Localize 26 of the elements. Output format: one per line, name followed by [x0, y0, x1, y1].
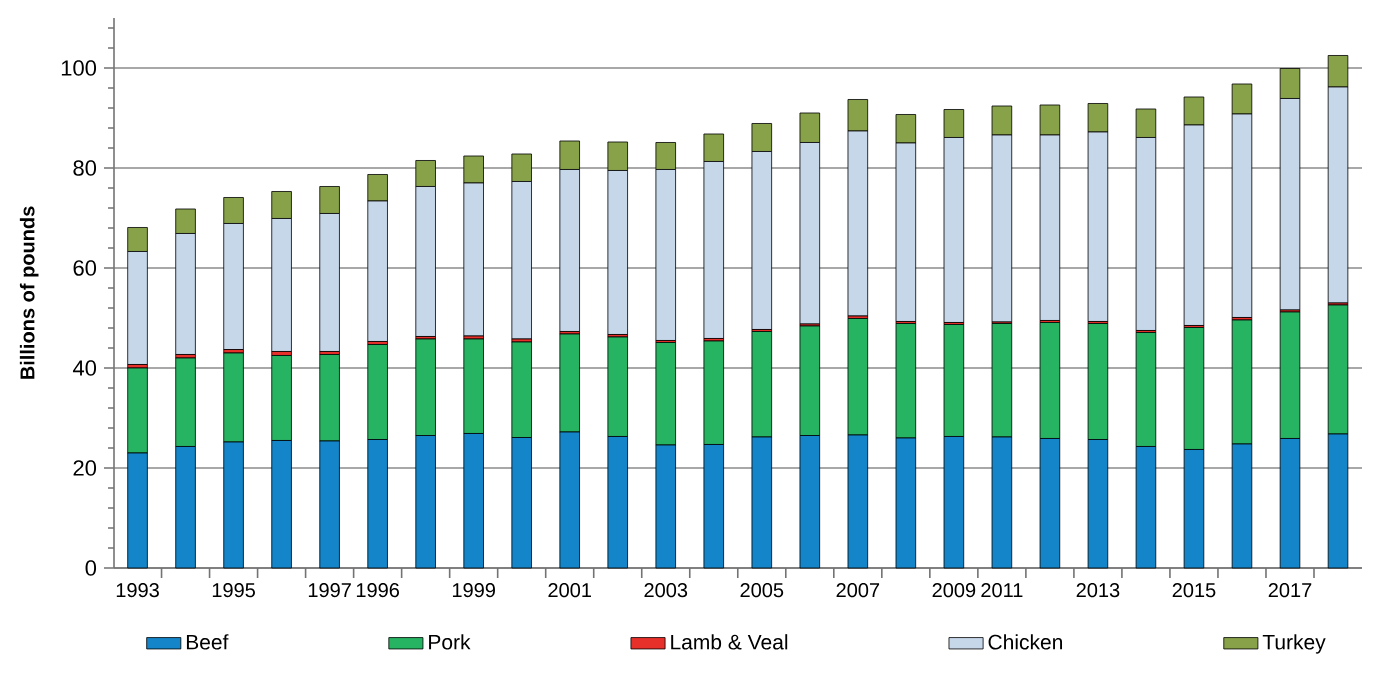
- x-tick-label: 1999: [452, 583, 495, 598]
- x-tick-label: 2013: [1076, 583, 1120, 598]
- y-tick-label: 40: [72, 360, 97, 376]
- legend-label: Chicken: [988, 634, 1063, 650]
- x-tick-label: 2001: [548, 583, 591, 598]
- x-tick-label: 2003: [644, 583, 688, 598]
- legend-label: Lamb & Veal: [671, 634, 788, 650]
- x-tick-label: 1995: [212, 583, 255, 598]
- x-tick-label: 2005: [740, 583, 784, 598]
- x-tick-label: 1997: [308, 583, 351, 598]
- y-axis-title: Billions of pounds: [19, 206, 39, 379]
- y-tick-label: 20: [73, 460, 97, 476]
- legend-label: Pork: [429, 634, 471, 650]
- x-tick-label: 1996: [356, 583, 399, 598]
- x-tick-label: 2015: [1172, 583, 1216, 598]
- y-tick-label: 60: [73, 260, 97, 276]
- x-tick-label: 2017: [1268, 583, 1312, 598]
- legend-label: Turkey: [1262, 634, 1326, 654]
- y-tick-label: 80: [73, 160, 97, 176]
- y-tick-label: 100: [61, 60, 97, 76]
- legend-label: Beef: [186, 634, 229, 650]
- x-tick-label: 1993: [116, 583, 159, 598]
- y-tick-label: 0: [85, 560, 97, 576]
- x-tick-label: 2011: [981, 583, 1023, 598]
- x-tick-label: 2009: [932, 583, 976, 598]
- x-tick-label: 2007: [836, 583, 880, 598]
